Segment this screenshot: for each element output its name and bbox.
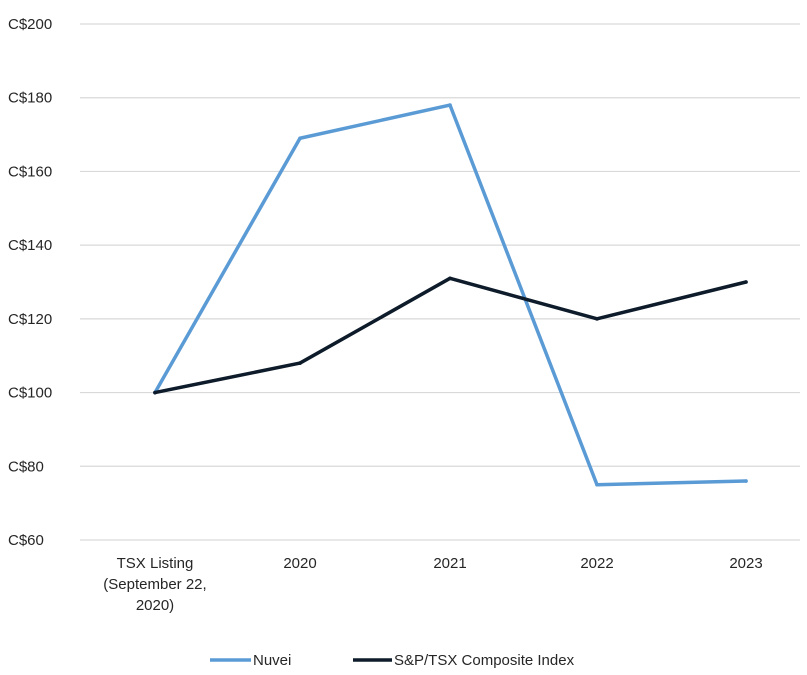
data-point — [298, 136, 302, 141]
x-tick-label: TSX Listing (September 22, 2020) — [103, 555, 206, 614]
data-point — [744, 280, 748, 284]
data-point — [595, 317, 599, 321]
data-point — [448, 103, 452, 107]
series-lines — [153, 103, 748, 487]
data-point — [448, 276, 452, 281]
series-line-nuvei — [153, 103, 748, 487]
x-tick-label-line: 2021 — [433, 555, 466, 572]
series-line-sp-tsx-composite — [153, 276, 748, 395]
x-tick-label-line: 2023 — [729, 555, 762, 572]
x-tick-label-line: (September 22, — [103, 576, 206, 593]
y-tick-label: C$120 — [8, 311, 52, 328]
y-tick-label: C$80 — [8, 458, 44, 475]
data-point — [298, 361, 302, 365]
x-tick-label: 2023 — [729, 555, 762, 572]
legend-label: Nuvei — [253, 652, 291, 669]
y-axis-tick-labels: C$60 C$80 C$100 C$120 C$140 C$160 C$180 C$200 — [8, 16, 52, 549]
x-axis-tick-labels: TSX Listing (September 22, 2020) 2020 2021 20… — [103, 555, 762, 614]
legend-label: S&P/TSX Composite Index — [394, 652, 575, 669]
y-tick-label: C$180 — [8, 90, 52, 107]
x-tick-label-line: 2020 — [283, 555, 316, 572]
y-tick-label: C$140 — [8, 237, 52, 254]
data-point — [744, 479, 748, 483]
y-tick-label: C$160 — [8, 163, 52, 180]
x-tick-label: 2022 — [580, 555, 613, 572]
y-tick-label: C$100 — [8, 385, 52, 402]
x-tick-label: 2020 — [283, 555, 316, 572]
data-point — [595, 482, 599, 487]
grid-lines — [80, 23, 800, 541]
y-tick-label: C$60 — [8, 532, 44, 549]
y-tick-label: C$200 — [8, 16, 52, 33]
legend: Nuvei S&P/TSX Composite Index — [210, 652, 575, 669]
x-tick-label: 2021 — [433, 555, 466, 572]
x-tick-label-line: 2020) — [136, 597, 174, 614]
x-tick-label-line: 2022 — [580, 555, 613, 572]
data-point — [153, 390, 157, 395]
x-tick-label-line: TSX Listing — [117, 555, 194, 572]
